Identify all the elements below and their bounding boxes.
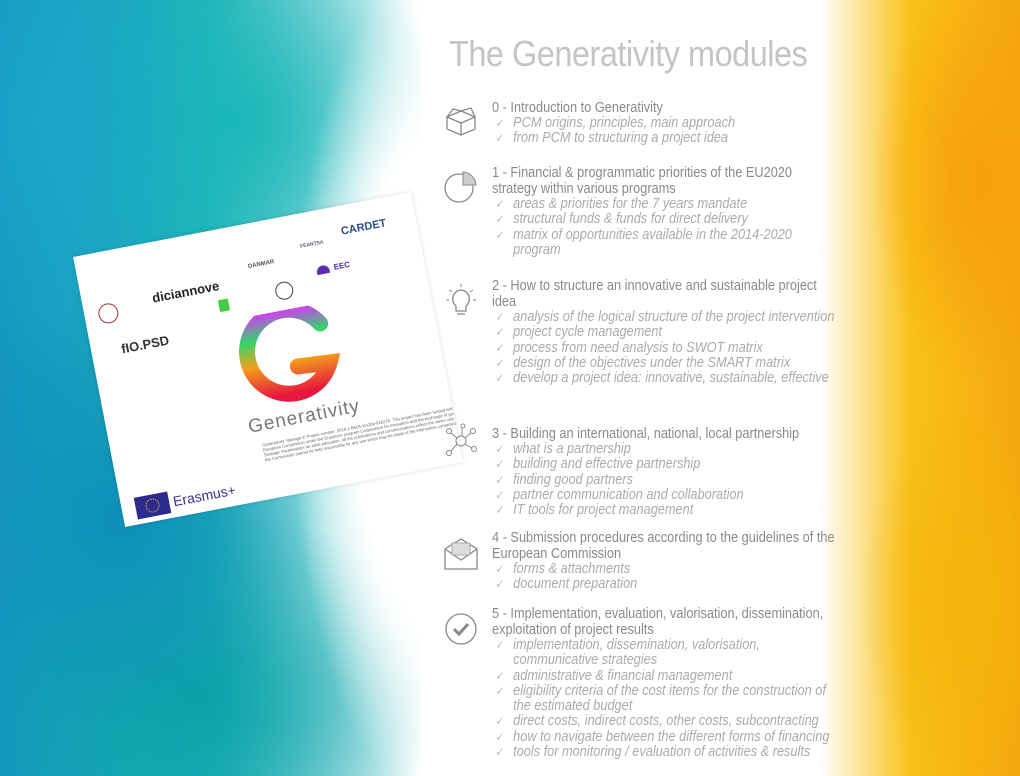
check-circle-icon [445,613,477,645]
erasmus-label: Erasmus+ [171,481,237,510]
module-item: forms & attachments [492,561,835,577]
partner-logo: fIO.PSD [119,332,171,357]
module-heading: 2 - How to structure an innovative and s… [492,278,817,310]
module-item: from PCM to structuring a project idea [492,130,835,146]
module-item: process from need analysis to SWOT matri… [492,340,835,356]
module-0: 0 - Introduction to Generativity PCM ori… [492,100,835,147]
partner-logo-green [217,298,231,313]
module-1: 1 - Financial & programmatic priorities … [492,165,835,258]
module-item: analysis of the logical structure of the… [492,309,835,325]
module-item: administrative & financial management [492,668,835,684]
pie-chart-icon [444,171,477,203]
page-title: The Generativity modules [449,33,808,74]
module-5: 5 - Implementation, evaluation, valorisa… [492,606,835,761]
module-item: IT tools for project management [492,502,835,518]
lightbulb-icon [446,284,476,315]
partner-logo: diciannove [150,278,221,306]
orange-watercolor-background [820,0,1020,776]
partner-logo: FEANTSA [299,239,325,250]
module-item: eligibility criteria of the cost items f… [492,683,835,715]
module-heading: 1 - Financial & programmatic priorities … [492,165,792,197]
partner-logo-horse [96,301,121,326]
module-item: what is a partnership [492,441,835,457]
module-heading: 0 - Introduction to Generativity [492,100,663,116]
module-item: structural funds & funds for direct deli… [492,211,835,227]
module-4: 4 - Submission procedures according to t… [492,530,835,593]
module-heading: 5 - Implementation, evaluation, valorisa… [492,606,824,638]
partner-logo-crest [273,280,295,302]
network-icon [446,423,477,456]
open-box-icon [445,107,477,136]
envelope-icon [444,538,478,570]
module-heading: 3 - Building an international, national,… [492,426,800,442]
partner-logo: EEC [315,259,351,276]
partner-logo: DANMAR [247,259,275,271]
module-item: direct costs, indirect costs, other cost… [492,714,835,730]
generativity-g-logo [239,301,341,402]
module-item: tools for monitoring / evaluation of act… [492,744,835,760]
module-item: building and effective partnership [492,456,835,472]
module-item: project cycle management [492,324,835,340]
eu-flag-icon [133,491,172,520]
module-2: 2 - How to structure an innovative and s… [492,278,835,387]
module-item: matrix of opportunities available in the… [492,227,835,259]
module-item: PCM origins, principles, main approach [492,115,835,131]
module-item: how to navigate between the different fo… [492,729,835,745]
module-item: implementation, dissemination, valorisat… [492,637,835,669]
module-item: develop a project idea: innovative, sust… [492,370,835,386]
partner-logo: CARDET [340,217,388,238]
module-item: partner communication and collaboration [492,487,835,503]
generativity-flyer: diciannove DANMAR FEANTSA CARDET fIO.PSD… [73,191,463,528]
module-item: document preparation [492,576,835,592]
module-heading: 4 - Submission procedures according to t… [492,530,835,562]
module-3: 3 - Building an international, national,… [492,426,835,519]
module-item: design of the objectives under the SMART… [492,355,835,371]
module-item: areas & priorities for the 7 years manda… [492,196,835,212]
module-item: finding good partners [492,472,835,488]
